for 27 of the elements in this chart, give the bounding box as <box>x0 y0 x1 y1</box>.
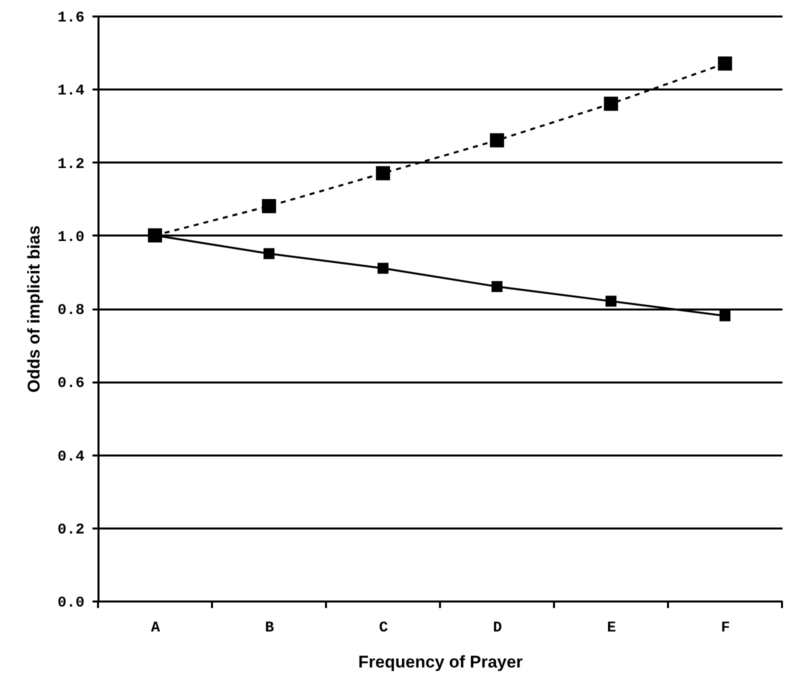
y-tick-label: 0.2 <box>57 521 84 538</box>
y-tick-label: 0.4 <box>57 448 84 466</box>
x-tick-label: B <box>264 620 274 636</box>
point <box>720 310 730 322</box>
y-tick-label: 1.6 <box>57 10 84 26</box>
point <box>606 296 616 307</box>
point <box>492 281 502 292</box>
y-tick-label: 1.2 <box>57 156 84 173</box>
x-axis-title: Frequency of Prayer <box>358 652 524 672</box>
x-tick-label: D <box>492 620 502 636</box>
x-tick-label: A <box>150 620 160 636</box>
y-tick-label: 1.4 <box>57 82 84 100</box>
y-axis-title: Odds of implicit bias <box>24 225 44 393</box>
point <box>718 56 732 71</box>
x-tick-label: C <box>378 620 388 636</box>
y-tick-label: 0.6 <box>57 375 84 392</box>
point <box>604 96 618 111</box>
x-tick-label: E <box>606 620 616 636</box>
x-tick-label: F <box>720 620 730 636</box>
point <box>262 199 276 214</box>
point <box>376 166 390 180</box>
point <box>490 133 504 148</box>
y-tick-label: 0.8 <box>57 302 84 319</box>
point <box>264 248 274 260</box>
y-tick-label: 1.0 <box>57 228 84 246</box>
point <box>378 262 388 274</box>
y-tick-label: 0.0 <box>57 594 84 612</box>
